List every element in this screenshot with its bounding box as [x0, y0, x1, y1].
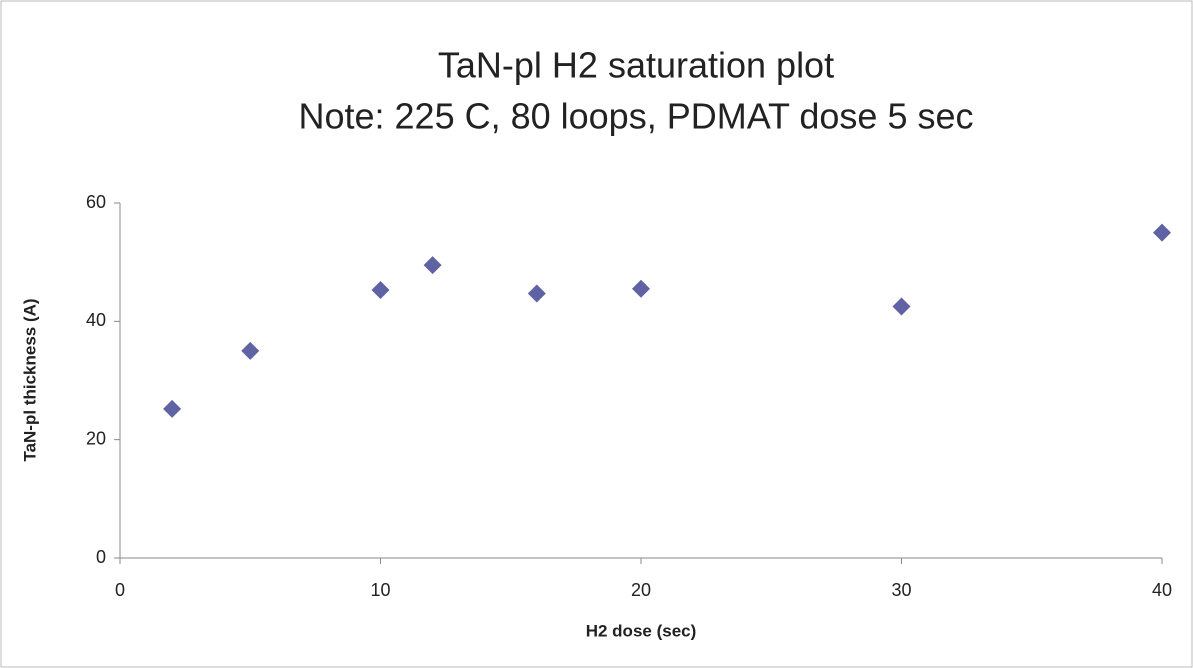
y-tick-label: 0: [96, 547, 106, 567]
y-axis-label: TaN-pl thickness (A): [20, 298, 39, 461]
marker: [892, 297, 911, 316]
x-tick-label: 30: [891, 580, 911, 600]
x-tick-label: 0: [115, 580, 125, 600]
y-tick-label: 40: [86, 310, 106, 330]
marker: [423, 256, 442, 275]
y-tick-label: 20: [86, 428, 106, 448]
x-tick-label: 40: [1152, 580, 1172, 600]
chart-subtitle: Note: 225 C, 80 loops, PDMAT dose 5 sec: [298, 96, 973, 137]
chart-title: TaN-pl H2 saturation plot: [438, 45, 834, 86]
marker: [632, 279, 650, 298]
x-tick-label: 20: [631, 580, 651, 600]
x-axis-label: H2 dose (sec): [586, 621, 697, 640]
marker: [371, 280, 390, 299]
marker: [1153, 223, 1171, 242]
marker: [527, 284, 546, 303]
y-tick-label: 60: [86, 192, 106, 212]
x-tick-label: 10: [370, 580, 390, 600]
marker: [163, 399, 182, 418]
marker: [241, 341, 260, 360]
